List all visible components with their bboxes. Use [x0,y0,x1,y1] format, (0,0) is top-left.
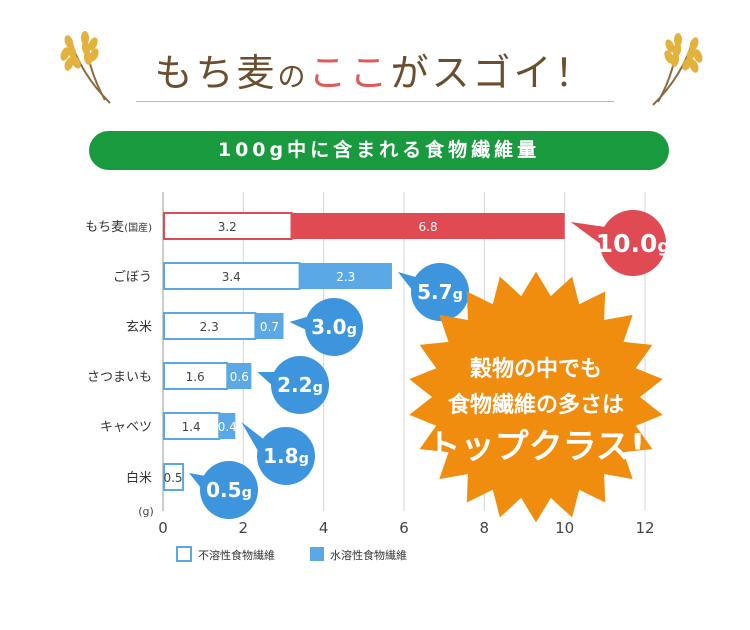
category-label: 玄米 [126,320,152,335]
bar-soluble [227,363,252,389]
burst-line-2: 食物繊維の多さは [448,392,624,418]
bar-label-insoluble: 1.6 [186,370,205,384]
total-bubble [271,356,329,414]
bar-insoluble [163,212,293,240]
promo-starburst [409,271,663,523]
legend-label-insoluble: 不溶性食物繊維 [198,548,275,562]
x-tick-label: 12 [635,519,654,537]
burst-line-3: トップクラス! [427,427,646,467]
category-label: キャベツ [100,420,152,435]
bar-label-soluble: 2.3 [336,270,355,284]
x-tick-label: 0 [158,519,168,537]
title-part-b: の [277,60,309,93]
bar-soluble [291,213,565,239]
total-label: 0.5g [206,478,252,502]
x-tick-label: 8 [480,519,490,537]
category-label: もち麦(国産) [85,220,152,235]
total-label: 10.0g [596,229,671,258]
bar-label-soluble: 0.6 [230,370,249,384]
x-tick-label: 6 [399,519,409,537]
bar-label-insoluble: 1.4 [182,420,201,434]
bar-label-insoluble: 0.5 [163,471,182,485]
wheat-right-icon [652,33,703,106]
total-bubble [411,263,469,321]
total-label: 3.0g [311,315,357,339]
bar-label-insoluble: 2.3 [200,320,219,334]
total-bubble [257,427,315,485]
bar-label-insoluble: 3.4 [222,270,241,284]
bar-label-insoluble: 3.2 [218,220,237,234]
bar-soluble [219,413,236,439]
title-underline [136,101,614,102]
legend-swatch-insoluble [176,546,192,562]
total-label: 1.8g [263,444,309,468]
bar-insoluble [163,412,221,440]
total-bubble [305,298,363,356]
x-tick-label: 2 [239,519,249,537]
bar-insoluble [163,362,229,390]
unit-label: (g) [138,505,154,518]
total-bubble [200,461,258,519]
category-label: ごぼう [113,269,152,285]
title-part-c: ここ [308,51,391,95]
bar-label-soluble: 0.4 [218,420,237,434]
bar-label-soluble: 0.7 [260,320,279,334]
burst-line-1: 穀物の中でも [470,356,602,382]
legend-label-soluble: 水溶性食物繊維 [330,548,407,562]
bar-label-soluble: 6.8 [419,220,438,234]
bar-soluble [299,263,392,289]
x-tick-label: 4 [319,519,329,537]
title-part-a: もち麦 [154,51,278,95]
total-label: 2.2g [277,373,323,397]
bar-insoluble [163,262,301,290]
bar-insoluble [163,463,185,491]
title-part-d: がスゴイ！ [390,51,596,95]
total-label: 5.7g [417,280,463,304]
section-banner: 100g中に含まれる食物繊維量 [89,131,669,170]
category-label: 白米 [126,470,152,486]
bar-soluble [255,313,284,339]
legend-swatch-soluble [310,547,324,561]
wheat-left-icon [60,31,111,104]
page-title: もち麦のここがスゴイ！ [0,42,750,97]
total-bubble [600,210,666,276]
category-label: さつまいも [87,370,152,385]
x-tick-label: 10 [555,519,574,537]
